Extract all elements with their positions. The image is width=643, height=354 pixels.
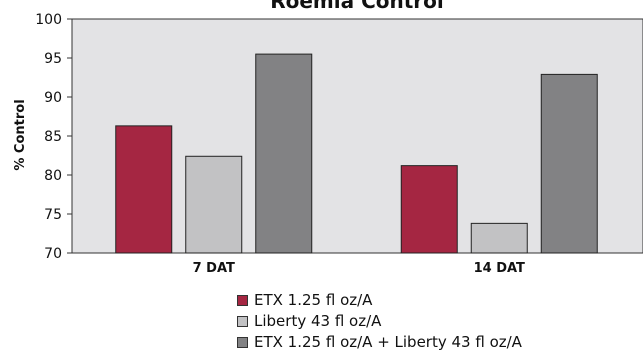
legend: ETX 1.25 fl oz/A Liberty 43 fl oz/A ETX 1.… — [237, 290, 522, 353]
y-axis-label: % Control — [13, 99, 28, 170]
y-axis-ticks: 70 75 80 85 90 95 100 — [35, 12, 72, 262]
legend-item: ETX 1.25 fl oz/A — [237, 290, 522, 311]
x-category-label: 7 DAT — [193, 261, 235, 276]
legend-swatch — [237, 295, 248, 306]
y-tick-label: 85 — [44, 129, 62, 145]
bar — [540, 73, 598, 254]
legend-label: Liberty 43 fl oz/A — [254, 312, 382, 330]
bars — [115, 53, 598, 254]
y-tick-label: 75 — [44, 207, 62, 223]
chart-title: Roemia Control — [270, 0, 444, 13]
bar — [255, 53, 313, 254]
legend-item: ETX 1.25 fl oz/A + Liberty 43 fl oz/A — [237, 332, 522, 353]
y-tick-label: 80 — [44, 168, 62, 184]
bar — [400, 165, 458, 254]
bar — [470, 222, 528, 254]
legend-label: ETX 1.25 fl oz/A + Liberty 43 fl oz/A — [254, 333, 522, 351]
y-tick-label: 100 — [35, 12, 62, 28]
y-tick-label: 90 — [44, 90, 62, 106]
bar — [115, 125, 173, 254]
bar — [185, 155, 243, 254]
legend-swatch — [237, 316, 248, 327]
y-tick-label: 95 — [44, 51, 62, 67]
legend-label: ETX 1.25 fl oz/A — [254, 291, 373, 309]
y-tick-label: 70 — [44, 246, 62, 262]
x-category-label: 14 DAT — [474, 261, 525, 276]
x-axis-categories: 7 DAT 14 DAT — [193, 261, 525, 276]
legend-item: Liberty 43 fl oz/A — [237, 311, 522, 332]
legend-swatch — [237, 337, 248, 348]
